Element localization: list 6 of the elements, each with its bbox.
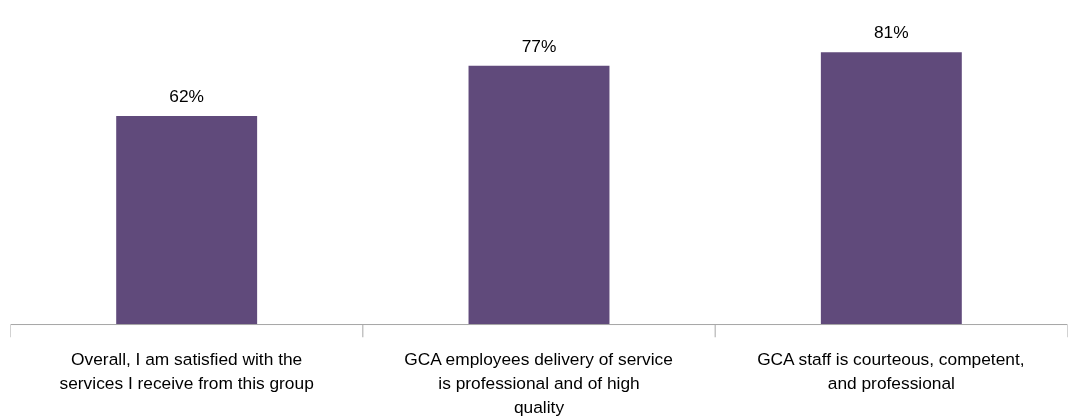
x-tick-label: GCA staff is courteous, competent, and professional bbox=[757, 348, 1025, 393]
data-label: 77% bbox=[521, 35, 557, 56]
data-label: 62% bbox=[169, 86, 205, 107]
x-tick-label: GCA employees delivery of service is professional and of high quality bbox=[404, 348, 673, 417]
x-tick-label: Overall, I am satisfied with the services I receive from this group bbox=[59, 348, 314, 393]
data-label: 81% bbox=[873, 22, 909, 43]
